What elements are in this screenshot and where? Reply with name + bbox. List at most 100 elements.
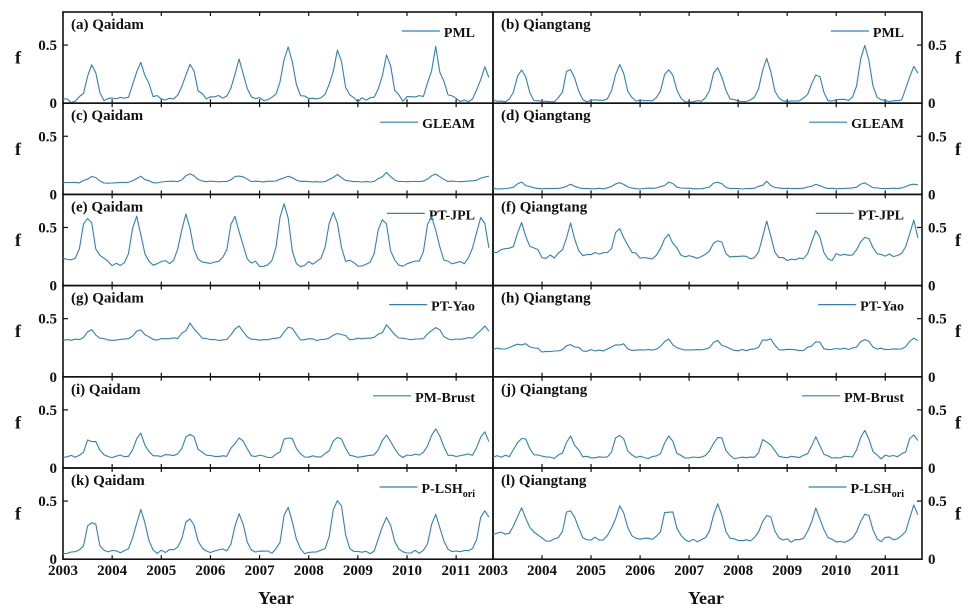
panel-6: 0 0.5 f (f) Qiangtang PT-JPL: [492, 193, 962, 295]
legend-label: PT-JPL: [429, 208, 475, 223]
x-tick-label: 2003: [478, 563, 508, 579]
data-series-line: [62, 171, 490, 184]
x-tick-label: 2003: [48, 563, 78, 579]
panel-title: (l) Qiangtang: [501, 473, 587, 489]
y-tick-label: 0.5: [928, 312, 947, 328]
panel-9: 0 0.5 f (i) Qaidam PM-Brust: [15, 375, 494, 477]
x-tick-label: 2011: [442, 563, 471, 579]
x-tick-label: 2009: [772, 563, 802, 579]
data-series-line: [62, 500, 490, 555]
x-tick-label: 2010: [392, 563, 422, 579]
x-tick-label: 2008: [723, 563, 753, 579]
y-tick-label: 0.5: [38, 494, 57, 510]
data-series-line: [62, 203, 490, 268]
legend-label: GLEAM: [851, 117, 904, 132]
y-axis-label: f: [15, 139, 22, 159]
y-tick-label: 0.5: [928, 129, 947, 145]
y-tick-label: 0: [50, 96, 58, 112]
x-axis-label-right: Year: [688, 588, 724, 608]
data-series-line: [492, 44, 919, 103]
y-tick-label: 0.5: [928, 38, 947, 54]
panel-10: 0 0.5 f (j) Qiangtang PM-Brust: [492, 375, 962, 477]
x-tick-label: 2004: [97, 563, 128, 579]
legend-label: GLEAM: [422, 117, 475, 132]
data-series-line: [492, 503, 919, 543]
y-axis-label: f: [15, 230, 22, 250]
y-axis-label: f: [955, 321, 962, 341]
panel-title: (c) Qaidam: [71, 108, 144, 124]
y-tick-label: 0.5: [928, 403, 947, 419]
y-axis-label: f: [955, 230, 962, 250]
panel-title: (f) Qiangtang: [501, 199, 588, 215]
x-tick-label: 2004: [527, 563, 558, 579]
y-tick-label: 0: [50, 461, 58, 477]
panel-title: (h) Qiangtang: [501, 291, 591, 307]
panel-7: 0 0.5 f (g) Qaidam PT-Yao: [15, 284, 494, 386]
x-tick-label: 2008: [294, 563, 324, 579]
panel-title: (j) Qiangtang: [501, 382, 588, 398]
legend-label: PT-Yao: [431, 300, 475, 315]
panel-8: 0 0.5 f (h) Qiangtang PT-Yao: [492, 284, 962, 386]
legend-label: P-LSHori: [851, 482, 905, 500]
legend-label: P-LSHori: [422, 482, 476, 500]
y-tick-label: 0.5: [38, 403, 57, 419]
y-tick-label: 0: [928, 370, 936, 386]
legend-label: PM-Brust: [844, 391, 904, 406]
data-series-line: [492, 180, 918, 190]
y-tick-label: 0: [928, 552, 936, 568]
y-tick-label: 0: [50, 279, 58, 295]
y-tick-label: 0.5: [38, 129, 57, 145]
panel-title: (i) Qaidam: [71, 382, 141, 398]
y-axis-label: f: [15, 321, 22, 341]
data-series-line: [62, 45, 490, 104]
y-tick-label: 0.5: [38, 312, 57, 328]
y-tick-label: 0.5: [928, 494, 947, 510]
y-tick-label: 0: [928, 279, 936, 295]
y-tick-label: 0.5: [38, 38, 57, 54]
y-tick-label: 0: [928, 461, 936, 477]
y-axis-label: f: [15, 48, 22, 68]
y-axis-label: f: [15, 504, 22, 524]
x-tick-label: 2007: [674, 563, 705, 579]
y-axis-label: f: [955, 48, 962, 68]
y-tick-label: 0: [928, 187, 936, 203]
y-tick-label: 0: [50, 187, 58, 203]
data-series-line: [492, 219, 919, 262]
data-series-line: [62, 322, 490, 342]
y-tick-label: 0.5: [928, 220, 947, 236]
panel-3: 0 0.5 f (c) Qaidam GLEAM: [15, 102, 494, 203]
legend-label: PT-Yao: [860, 300, 904, 315]
y-axis-label: f: [955, 139, 962, 159]
x-tick-label: 2011: [871, 563, 900, 579]
panel-frame: [492, 467, 923, 560]
x-tick-label: 2005: [576, 563, 606, 579]
y-tick-label: 0: [928, 96, 936, 112]
x-tick-label: 2006: [625, 563, 656, 579]
x-tick-label: 2009: [343, 563, 373, 579]
panel-2: 0 0.5 f (b) Qiangtang PML: [492, 11, 962, 112]
y-axis-label: f: [955, 412, 962, 432]
panel-4: 0 0.5 f (d) Qiangtang GLEAM: [492, 102, 962, 203]
panel-title: (d) Qiangtang: [501, 108, 591, 124]
panel-5: 0 0.5 f (e) Qaidam PT-JPL: [15, 193, 494, 295]
legend-label: PML: [444, 26, 475, 41]
panel-12: 0 0.5 2003 2004 2005 2006 2007 2008 2009 2010 2011…: [478, 467, 962, 579]
y-tick-label: 0: [50, 370, 58, 386]
panel-1: 0 0.5 f (a) Qaidam PML: [15, 11, 494, 112]
legend-label: PML: [873, 26, 904, 41]
panel-title: (e) Qaidam: [71, 199, 144, 215]
y-axis-label: f: [15, 412, 22, 432]
x-tick-label: 2006: [195, 563, 226, 579]
data-series-line: [62, 428, 490, 459]
panel-title: (g) Qaidam: [71, 291, 144, 307]
x-tick-label: 2005: [146, 563, 176, 579]
legend-label: PT-JPL: [858, 208, 904, 223]
y-axis-label: f: [955, 504, 962, 524]
x-axis-label-left: Year: [258, 588, 294, 608]
x-tick-label: 2010: [821, 563, 851, 579]
panel-title: (k) Qaidam: [71, 473, 145, 489]
y-tick-label: 0: [50, 552, 58, 568]
panel-11: 0 0.5 2003 2004 2005 2006 2007 2008 2009 2010 2011…: [15, 467, 494, 579]
